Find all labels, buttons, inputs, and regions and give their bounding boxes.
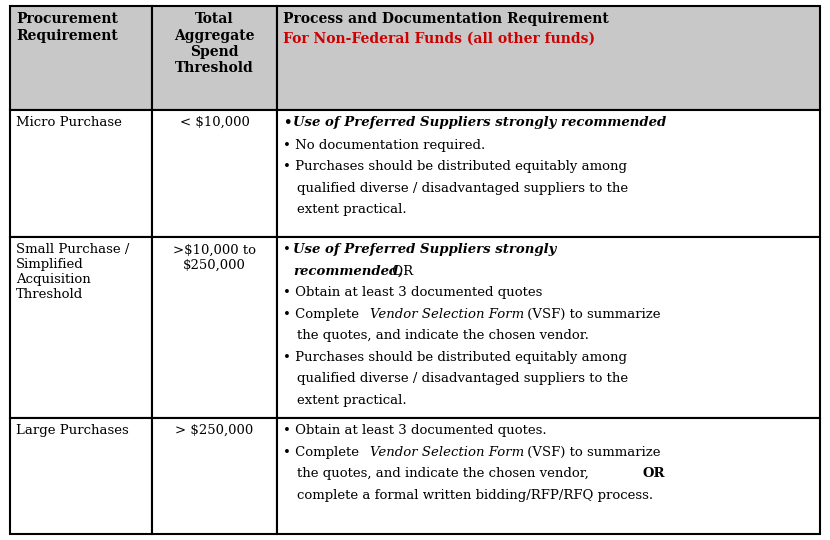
Bar (10, 238, 152, 418)
Text: Use of Preferred Suppliers strongly: Use of Preferred Suppliers strongly (293, 244, 557, 256)
Bar (152, 6, 277, 110)
Text: the quotes, and indicate the chosen vendor,: the quotes, and indicate the chosen vend… (297, 467, 593, 480)
Bar (10, 6, 152, 110)
Text: •: • (283, 244, 291, 256)
Text: < $10,000: < $10,000 (179, 116, 250, 129)
Text: Vendor Selection Form: Vendor Selection Form (370, 308, 525, 321)
Text: •: • (283, 116, 292, 129)
Text: • Complete: • Complete (283, 446, 364, 458)
Text: > $250,000: > $250,000 (175, 424, 254, 437)
Bar (277, 110, 820, 238)
Bar (277, 6, 820, 110)
Text: For Non-Federal Funds (all other funds): For Non-Federal Funds (all other funds) (283, 32, 595, 46)
Text: OR: OR (642, 467, 665, 480)
Bar (152, 238, 277, 418)
Text: Micro Purchase: Micro Purchase (16, 116, 122, 129)
Text: • Purchases should be distributed equitably among: • Purchases should be distributed equita… (283, 160, 627, 173)
Text: complete a formal written bidding/RFP/RFQ process.: complete a formal written bidding/RFP/RF… (297, 489, 653, 502)
Bar (152, 418, 277, 534)
Text: Procurement
Requirement: Procurement Requirement (16, 12, 118, 43)
Text: • Obtain at least 3 documented quotes: • Obtain at least 3 documented quotes (283, 286, 543, 299)
Bar (152, 110, 277, 238)
Text: qualified diverse / disadvantaged suppliers to the: qualified diverse / disadvantaged suppli… (297, 373, 628, 386)
Text: OR: OR (388, 265, 413, 278)
Text: (VSF) to summarize: (VSF) to summarize (523, 446, 661, 458)
Bar (10, 418, 152, 534)
Bar (10, 110, 152, 238)
Text: >​$10,000 to
$250,000: >​$10,000 to $250,000 (173, 244, 256, 272)
Bar (277, 418, 820, 534)
Text: • No documentation required.: • No documentation required. (283, 139, 486, 152)
Text: recommended,: recommended, (293, 265, 403, 278)
Text: extent practical.: extent practical. (297, 204, 407, 217)
Text: qualified diverse / disadvantaged suppliers to the: qualified diverse / disadvantaged suppli… (297, 182, 628, 195)
Text: Total
Aggregate
Spend
Threshold: Total Aggregate Spend Threshold (174, 12, 255, 75)
Text: extent practical.: extent practical. (297, 394, 407, 407)
Text: • Obtain at least 3 documented quotes.: • Obtain at least 3 documented quotes. (283, 424, 547, 437)
Bar (277, 238, 820, 418)
Text: Use of Preferred Suppliers strongly recommended: Use of Preferred Suppliers strongly reco… (293, 116, 666, 129)
Text: (VSF) to summarize: (VSF) to summarize (523, 308, 661, 321)
Text: • Complete: • Complete (283, 308, 364, 321)
Text: Vendor Selection Form: Vendor Selection Form (370, 446, 525, 458)
Text: Small Purchase /
Simplified
Acquisition
Threshold: Small Purchase / Simplified Acquisition … (16, 244, 129, 301)
Text: Large Purchases: Large Purchases (16, 424, 129, 437)
Text: • Purchases should be distributed equitably among: • Purchases should be distributed equita… (283, 351, 627, 364)
Text: Process and Documentation Requirement: Process and Documentation Requirement (283, 12, 609, 26)
Text: the quotes, and indicate the chosen vendor.: the quotes, and indicate the chosen vend… (297, 329, 589, 342)
